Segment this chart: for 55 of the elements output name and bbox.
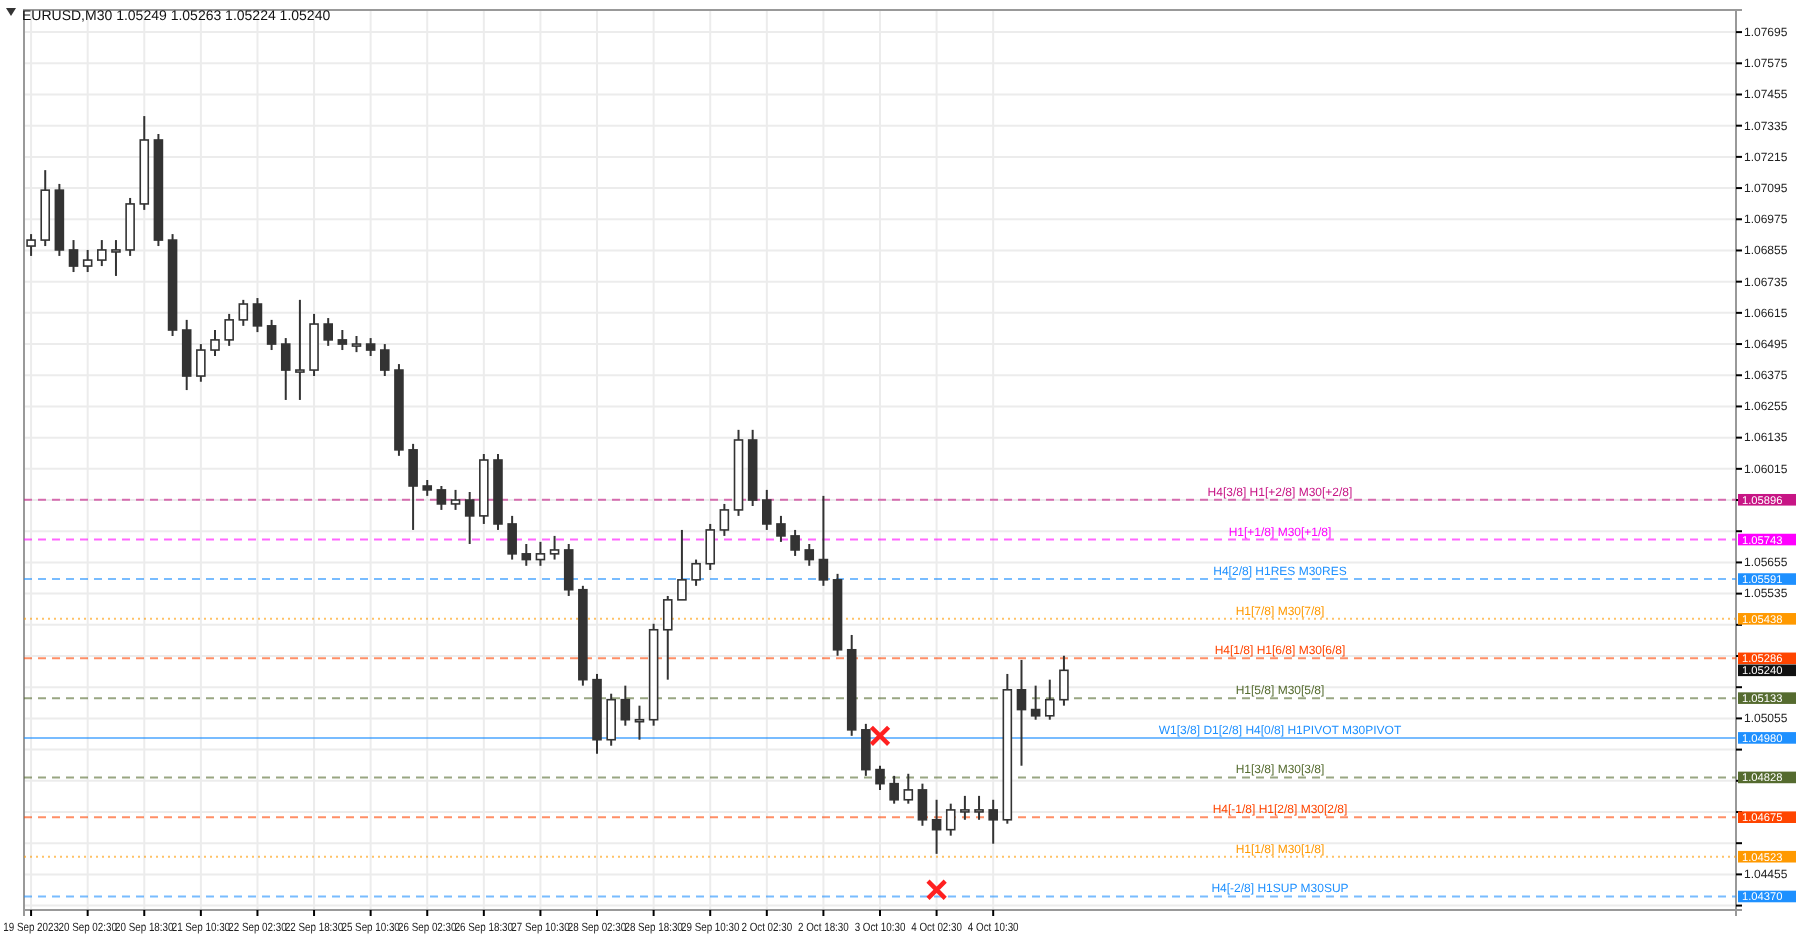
candlestick [677, 528, 687, 601]
candlestick [97, 239, 107, 268]
candlestick [507, 514, 517, 561]
candlestick [776, 514, 786, 543]
candlestick [818, 494, 829, 587]
candlestick [1016, 658, 1027, 767]
candlestick [238, 298, 249, 327]
candlestick [436, 485, 447, 511]
candlestick [691, 558, 701, 587]
candlestick [705, 522, 716, 571]
candlestick [111, 239, 121, 277]
candlestick [662, 594, 673, 681]
candlestick [762, 488, 772, 531]
candlestick [125, 196, 135, 257]
candlestick [464, 490, 475, 545]
candlestick [1044, 678, 1055, 721]
candlestick [196, 343, 206, 383]
candlestick [535, 540, 546, 567]
candlestick [634, 704, 645, 741]
candlestick [68, 239, 79, 274]
candlestick [974, 794, 984, 821]
candlestick [1030, 684, 1041, 721]
candlestick [903, 772, 914, 805]
candlestick [549, 534, 560, 561]
candlestick [945, 802, 956, 837]
candlestick [988, 798, 998, 845]
candlestick [379, 343, 390, 378]
candlestick [563, 542, 574, 597]
candlestick [408, 442, 418, 531]
candlestick [1059, 654, 1069, 707]
candlestick [917, 782, 928, 827]
candlestick [181, 318, 192, 392]
candlestick [861, 722, 871, 777]
candlestick [450, 488, 461, 511]
candlestick [309, 312, 319, 378]
candlestick [521, 542, 532, 567]
candlestick [295, 298, 305, 401]
candlestick [280, 337, 291, 401]
candlestick [875, 764, 885, 791]
candlestick [889, 774, 899, 805]
candlestick [790, 528, 800, 557]
candlestick [224, 312, 234, 347]
candlestick [337, 329, 348, 352]
candlestick [82, 248, 93, 274]
candlestick [804, 542, 815, 567]
candlestick [931, 798, 942, 855]
candlestick [960, 794, 970, 821]
candlestick [266, 318, 277, 352]
candlestick [606, 692, 616, 747]
candlestick [323, 317, 333, 347]
candlestick [620, 684, 631, 727]
candlestick [26, 233, 36, 257]
candlestick [210, 329, 220, 358]
candlestick [719, 502, 730, 537]
candlestick [252, 297, 263, 334]
